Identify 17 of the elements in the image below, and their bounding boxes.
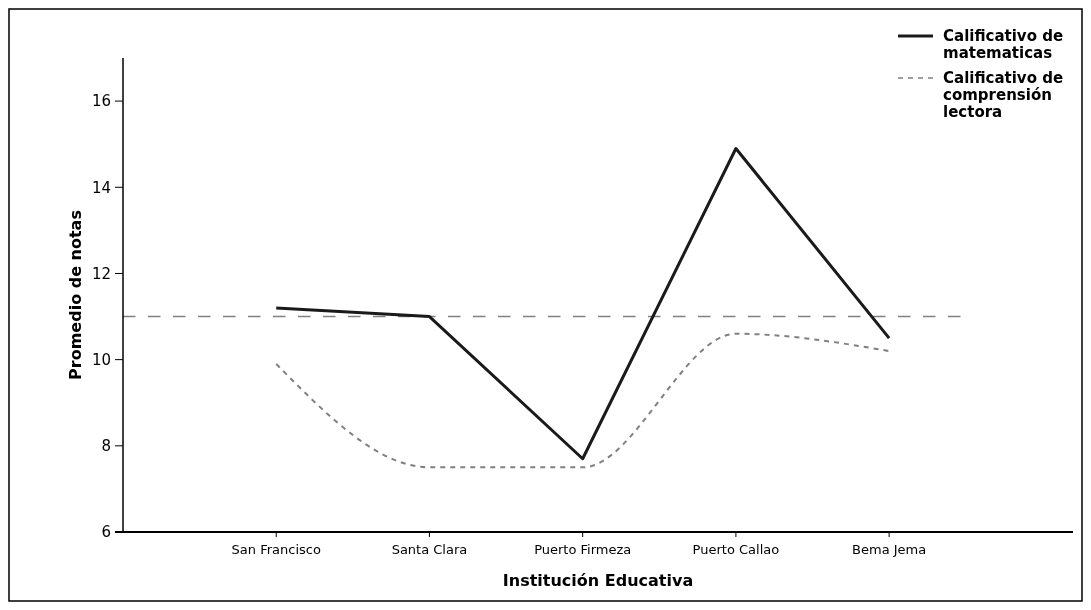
legend-label: Calificativo de comprensión lectora	[943, 69, 1064, 122]
x-tick-label: Puerto Firmeza	[534, 542, 632, 557]
y-axis-title: Promedio de notas	[66, 210, 85, 380]
y-tick-label: 6	[101, 523, 111, 542]
x-tick-label: San Francisco	[231, 542, 321, 557]
y-tick-label: 12	[91, 264, 111, 283]
x-tick-label: Puerto Callao	[692, 542, 780, 557]
x-tick-label: Bema Jema	[852, 542, 927, 557]
line-series	[275, 332, 891, 469]
y-tick-label: 8	[101, 437, 111, 456]
line-series	[274, 146, 891, 461]
y-tick-label: 14	[91, 178, 111, 197]
legend-label: Calificativo de matematicas	[943, 27, 1064, 63]
y-tick-label: 10	[91, 350, 111, 369]
x-tick-label: Santa Clara	[391, 542, 468, 557]
x-axis-title: Institución Educativa	[502, 571, 694, 590]
y-tick-label: 16	[91, 92, 111, 111]
